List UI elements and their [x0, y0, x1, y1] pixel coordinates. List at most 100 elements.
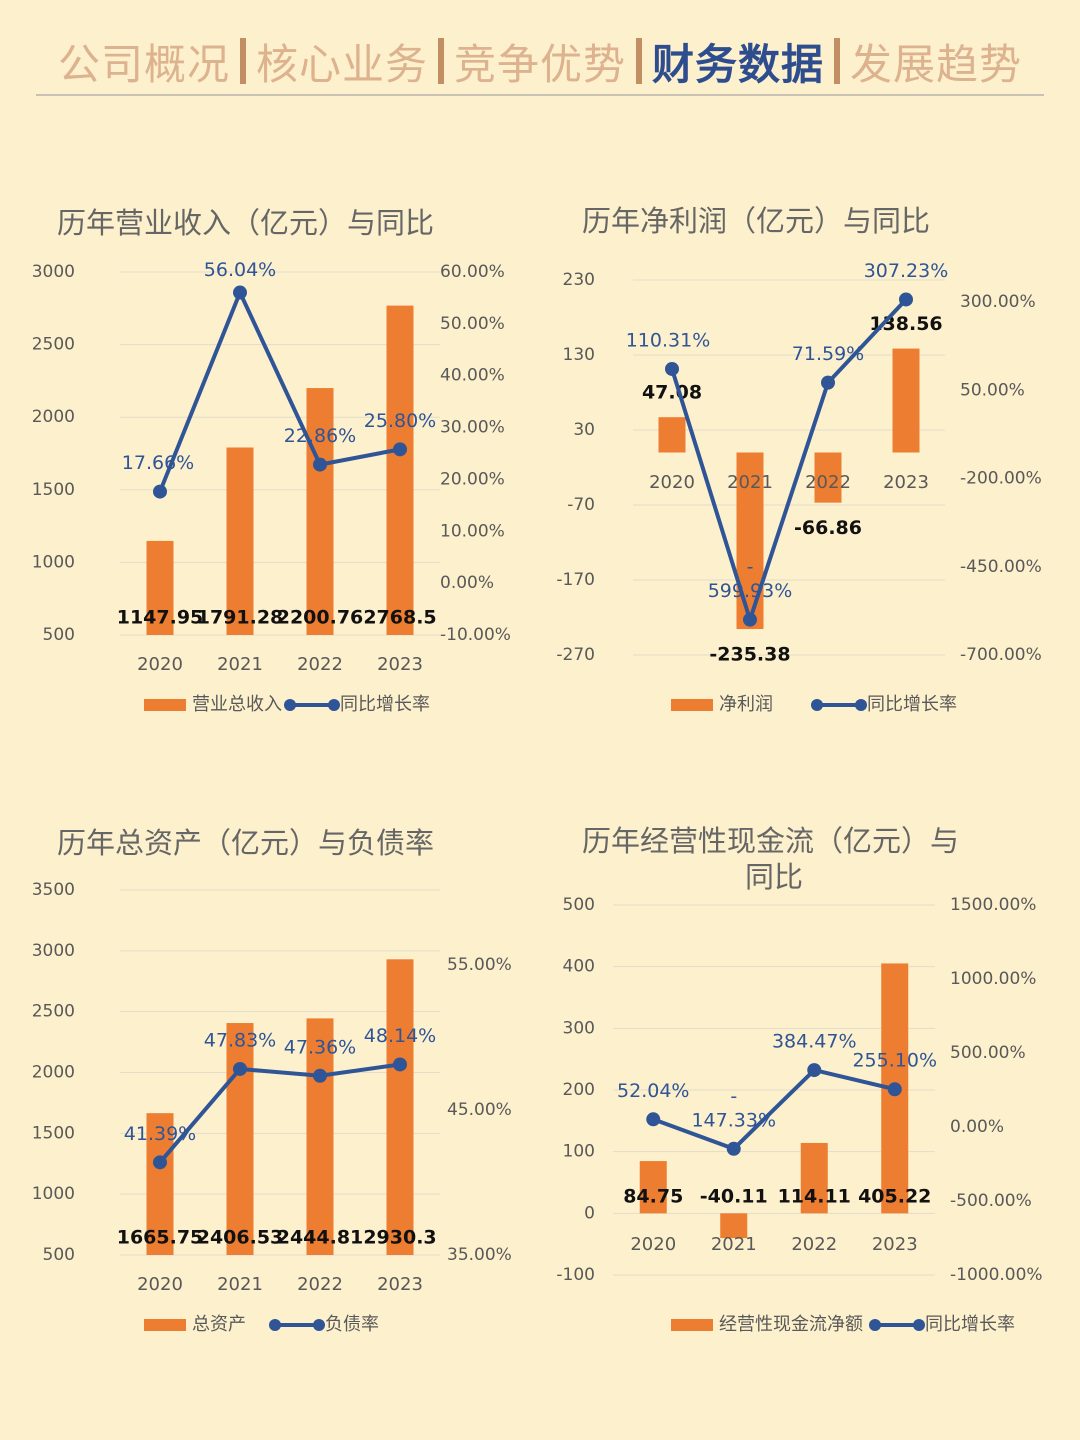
bar: [639, 1161, 667, 1214]
y-tick-right: -200.00%: [960, 469, 1042, 489]
bar-value-label: 2444.81: [277, 1227, 364, 1249]
x-tick: 2021: [217, 654, 263, 675]
nav-separator: [834, 38, 841, 84]
y-tick-right: 55.00%: [447, 955, 512, 975]
bar: [386, 305, 414, 635]
x-tick: 2023: [872, 1234, 918, 1255]
y-tick-left: 230: [563, 270, 595, 290]
y-tick-left: -100: [556, 1265, 595, 1285]
line-point: [233, 1061, 247, 1076]
y-tick-left: 1500: [32, 1123, 75, 1143]
line-value-label: 47.36%: [284, 1036, 356, 1058]
y-tick-right: -500.00%: [950, 1191, 1032, 1211]
line-point: [313, 457, 327, 472]
x-tick: 2023: [377, 1274, 423, 1295]
nav-separator: [437, 38, 444, 84]
y-tick-right: 20.00%: [440, 469, 505, 489]
line-value-label: -: [730, 1085, 737, 1107]
chart-title: 历年净利润（亿元）与同比: [582, 204, 930, 238]
y-tick-right: 50.00%: [960, 380, 1025, 400]
y-tick-left: 1000: [32, 552, 75, 572]
line-point: [665, 361, 679, 376]
bar-value-label: 2768.5: [363, 607, 436, 629]
y-tick-right: -1000.00%: [950, 1265, 1043, 1285]
y-tick-left: 3000: [32, 941, 75, 961]
series-line: [670, 298, 908, 627]
line-value-label: 25.80%: [364, 410, 436, 432]
y-tick-right: 1000.00%: [950, 969, 1036, 989]
nav-item-core-business[interactable]: 核心业务: [255, 39, 428, 89]
line-point: [646, 1112, 661, 1127]
legend-line-marker: [811, 699, 823, 711]
legend-line-label: 同比增长率: [925, 1314, 1015, 1335]
y-tick-left: 200: [563, 1080, 595, 1100]
bar: [720, 1213, 748, 1239]
nav-item-development-trend[interactable]: 发展趋势: [850, 39, 1023, 89]
line-value-label: 48.14%: [364, 1025, 436, 1047]
bar: [146, 1113, 174, 1255]
legend-line-marker: [855, 699, 867, 711]
y-tick-right: 0.00%: [950, 1117, 1004, 1137]
x-tick: 2023: [883, 472, 929, 493]
y-tick-left: -170: [556, 570, 595, 590]
x-tick: 2022: [791, 1234, 837, 1255]
line-value-label: 22.86%: [284, 425, 356, 447]
line-point: [899, 292, 913, 307]
chart-svg: 历年经营性现金流（亿元）与同比 500 400 300 200 100 0 -100 1500.…: [556, 824, 1043, 1335]
line-point: [153, 484, 167, 499]
line-value-label: 41.39%: [124, 1123, 196, 1145]
series-line: [158, 287, 401, 493]
y-tick-right: 45.00%: [447, 1100, 512, 1120]
bar: [386, 959, 414, 1255]
y-tick-right: 40.00%: [440, 366, 505, 386]
bar-value-label: 1791.28: [197, 607, 284, 629]
y-tick-left: 2000: [32, 407, 75, 427]
y-tick-right: 10.00%: [440, 521, 505, 541]
legend-line-marker: [328, 699, 340, 711]
y-tick-left: 3500: [32, 880, 75, 900]
line-point: [887, 1082, 902, 1097]
y-tick-left: 3000: [32, 262, 75, 282]
legend-bar-label: 净利润: [719, 694, 773, 715]
line-point: [743, 612, 757, 627]
line-value-label: 147.33%: [691, 1109, 776, 1131]
x-tick: 2021: [711, 1234, 757, 1255]
bar-value-label: 114.11: [778, 1186, 851, 1208]
line-value-label: 110.31%: [626, 329, 711, 351]
nav-item-company-overview[interactable]: 公司概况: [57, 39, 230, 89]
line-value-label: 47.83%: [204, 1029, 276, 1051]
line-point: [807, 1063, 822, 1078]
chart-svg: 历年营业收入（亿元）与同比 3000 2500 2000 1500 1000 500 60.0…: [32, 206, 511, 715]
line-point: [821, 375, 835, 390]
line-point: [393, 1057, 407, 1072]
line-value-label: -: [747, 556, 754, 578]
legend-line-label: 同比增长率: [340, 694, 430, 715]
line-point: [313, 1068, 327, 1083]
nav-item-competitive-advantage[interactable]: 竞争优势: [453, 39, 626, 89]
legend-bar-swatch: [671, 1319, 713, 1331]
line-point: [393, 442, 407, 457]
revenue-chart: 历年营业收入（亿元）与同比 3000 2500 2000 1500 1000 500 60.0…: [20, 180, 540, 740]
bar-value-label: -40.11: [700, 1186, 768, 1208]
bar-value-label: -235.38: [709, 644, 790, 666]
x-tick: 2021: [217, 1274, 263, 1295]
y-tick-right: -450.00%: [960, 557, 1042, 577]
total-assets-chart: 历年总资产（亿元）与负债率 3500 3000 2500 2000 1500 1000 500…: [20, 800, 540, 1360]
legend-line-marker: [269, 1319, 281, 1331]
x-tick: 2022: [805, 472, 851, 493]
bar: [146, 540, 174, 635]
legend-line-marker: [869, 1319, 881, 1331]
chart-svg: 历年净利润（亿元）与同比 230 130 30 -70 -170 -270 300.00% 50…: [556, 204, 1042, 715]
nav-item-financial-data[interactable]: 财务数据: [652, 39, 825, 89]
line-value-label: 56.04%: [204, 259, 276, 281]
y-tick-left: -70: [567, 495, 595, 515]
operating-cashflow-chart: 历年经营性现金流（亿元）与 同比 500 400 300 200 100 0 -100 1500.…: [545, 800, 1065, 1360]
chart-title: 历年经营性现金流（亿元）与: [582, 824, 959, 858]
bar: [736, 452, 764, 630]
legend-bar-swatch: [144, 699, 186, 711]
bar: [306, 1018, 334, 1255]
y-tick-left: 2000: [32, 1063, 75, 1083]
line-point: [233, 285, 247, 300]
y-tick-left: 100: [563, 1142, 595, 1162]
net-profit-chart: 历年净利润（亿元）与同比 230 130 30 -70 -170 -270 300.00% 50…: [545, 180, 1065, 740]
